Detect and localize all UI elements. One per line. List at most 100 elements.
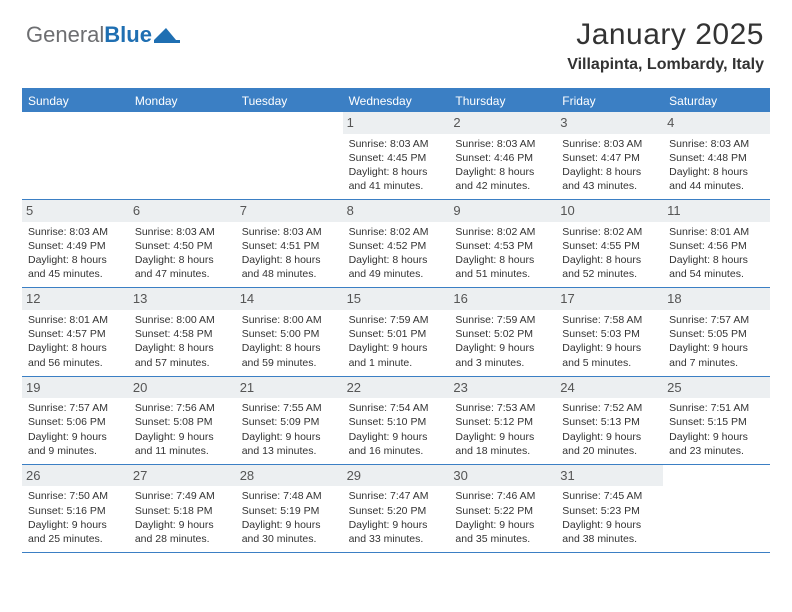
daylight-text: and 45 minutes.	[28, 267, 123, 281]
daylight-text: and 38 minutes.	[562, 532, 657, 546]
daylight-text: Daylight: 8 hours	[562, 165, 657, 179]
day-number: 3	[556, 112, 663, 134]
sunrise-text: Sunrise: 8:00 AM	[135, 313, 230, 327]
day-number: 30	[449, 465, 556, 487]
sunrise-text: Sunrise: 7:49 AM	[135, 489, 230, 503]
day-cell: 8Sunrise: 8:02 AMSunset: 4:52 PMDaylight…	[343, 200, 450, 287]
daylight-text: and 44 minutes.	[669, 179, 764, 193]
week-row: 19Sunrise: 7:57 AMSunset: 5:06 PMDayligh…	[22, 377, 770, 465]
sunset-text: Sunset: 5:16 PM	[28, 504, 123, 518]
day-number: 19	[22, 377, 129, 399]
sunrise-text: Sunrise: 8:01 AM	[28, 313, 123, 327]
day-number: 12	[22, 288, 129, 310]
daylight-text: Daylight: 9 hours	[455, 430, 550, 444]
day-cell: 9Sunrise: 8:02 AMSunset: 4:53 PMDaylight…	[449, 200, 556, 287]
day-cell: 24Sunrise: 7:52 AMSunset: 5:13 PMDayligh…	[556, 377, 663, 464]
daylight-text: Daylight: 8 hours	[135, 253, 230, 267]
sunrise-text: Sunrise: 8:03 AM	[28, 225, 123, 239]
daylight-text: Daylight: 8 hours	[349, 253, 444, 267]
day-number: 15	[343, 288, 450, 310]
sunset-text: Sunset: 5:10 PM	[349, 415, 444, 429]
daylight-text: and 43 minutes.	[562, 179, 657, 193]
day-cell: 29Sunrise: 7:47 AMSunset: 5:20 PMDayligh…	[343, 465, 450, 552]
sunrise-text: Sunrise: 8:00 AM	[242, 313, 337, 327]
day-number: 10	[556, 200, 663, 222]
sunset-text: Sunset: 5:03 PM	[562, 327, 657, 341]
week-row: 26 Sunrise: 7:50 AMSunset: 5:16 PM Dayligh…	[22, 465, 770, 553]
daylight-text: and 16 minutes.	[349, 444, 444, 458]
sunset-text: Sunset: 5:12 PM	[455, 415, 550, 429]
day-cell: 3Sunrise: 8:03 AMSunset: 4:47 PMDaylight…	[556, 112, 663, 199]
day-cell: 30Sunrise: 7:46 AMSunset: 5:22 PMDayligh…	[449, 465, 556, 552]
sunrise-text: Sunrise: 7:47 AM	[349, 489, 444, 503]
weekday-header: Thursday	[449, 90, 556, 112]
day-number: 16	[449, 288, 556, 310]
day-cell: 1Sunrise: 8:03 AMSunset: 4:45 PMDaylight…	[343, 112, 450, 199]
sunset-text: Sunset: 5:05 PM	[669, 327, 764, 341]
daylight-text: and 41 minutes.	[349, 179, 444, 193]
daylight-text: and 52 minutes.	[562, 267, 657, 281]
day-number: 14	[236, 288, 343, 310]
day-cell: 13Sunrise: 8:00 AMSunset: 4:58 PMDayligh…	[129, 288, 236, 375]
sunrise-text: Sunrise: 7:46 AM	[455, 489, 550, 503]
sunrise-text: Sunrise: 8:03 AM	[349, 137, 444, 151]
day-cell: 23Sunrise: 7:53 AMSunset: 5:12 PMDayligh…	[449, 377, 556, 464]
daylight-text: and 49 minutes.	[349, 267, 444, 281]
daylight-text: and 28 minutes.	[135, 532, 230, 546]
day-cell: 20Sunrise: 7:56 AMSunset: 5:08 PMDayligh…	[129, 377, 236, 464]
day-number: 22	[343, 377, 450, 399]
daylight-text: and 5 minutes.	[562, 356, 657, 370]
weekday-header: Wednesday	[343, 90, 450, 112]
sunrise-text: Sunrise: 7:56 AM	[135, 401, 230, 415]
sunrise-text: Sunrise: 7:45 AM	[562, 489, 657, 503]
weekday-header: Tuesday	[236, 90, 343, 112]
weekday-header: Friday	[556, 90, 663, 112]
sunset-text: Sunset: 4:53 PM	[455, 239, 550, 253]
daylight-text: Daylight: 8 hours	[455, 253, 550, 267]
sunrise-text: Sunrise: 8:03 AM	[455, 137, 550, 151]
day-number: 6	[129, 200, 236, 222]
sunset-text: Sunset: 5:20 PM	[349, 504, 444, 518]
daylight-text: Daylight: 9 hours	[562, 518, 657, 532]
daylight-text: and 23 minutes.	[669, 444, 764, 458]
day-cell: 31Sunrise: 7:45 AMSunset: 5:23 PMDayligh…	[556, 465, 663, 552]
daylight-text: Daylight: 8 hours	[135, 341, 230, 355]
sunrise-text: Sunrise: 7:52 AM	[562, 401, 657, 415]
sunrise-text: Sunrise: 7:50 AM	[28, 489, 123, 503]
sunrise-text: Sunrise: 7:55 AM	[242, 401, 337, 415]
sunset-text: Sunset: 5:09 PM	[242, 415, 337, 429]
day-cell: 25Sunrise: 7:51 AMSunset: 5:15 PMDayligh…	[663, 377, 770, 464]
logo-flag-icon	[154, 26, 180, 44]
daylight-text: Daylight: 8 hours	[28, 253, 123, 267]
day-number: 9	[449, 200, 556, 222]
day-number: 26	[22, 465, 129, 487]
sunset-text: Sunset: 5:18 PM	[135, 504, 230, 518]
daylight-text: and 59 minutes.	[242, 356, 337, 370]
daylight-text: and 1 minute.	[349, 356, 444, 370]
sunset-text: Sunset: 4:51 PM	[242, 239, 337, 253]
daylight-text: and 35 minutes.	[455, 532, 550, 546]
day-number: 24	[556, 377, 663, 399]
daylight-text: Daylight: 9 hours	[349, 341, 444, 355]
day-cell: 27Sunrise: 7:49 AMSunset: 5:18 PMDayligh…	[129, 465, 236, 552]
day-number: 21	[236, 377, 343, 399]
daylight-text: and 9 minutes.	[28, 444, 123, 458]
day-number: 5	[22, 200, 129, 222]
logo-text-2: Blue	[104, 22, 152, 48]
sunset-text: Sunset: 4:49 PM	[28, 239, 123, 253]
weekday-header: Saturday	[663, 90, 770, 112]
day-number: 25	[663, 377, 770, 399]
daylight-text: and 20 minutes.	[562, 444, 657, 458]
sunset-text: Sunset: 5:19 PM	[242, 504, 337, 518]
daylight-text: Daylight: 9 hours	[28, 430, 123, 444]
sunrise-text: Sunrise: 8:03 AM	[562, 137, 657, 151]
sunset-text: Sunset: 4:55 PM	[562, 239, 657, 253]
sunrise-text: Sunrise: 7:57 AM	[669, 313, 764, 327]
day-number: 13	[129, 288, 236, 310]
daylight-text: Daylight: 8 hours	[349, 165, 444, 179]
sunrise-text: Sunrise: 8:02 AM	[562, 225, 657, 239]
daylight-text: Daylight: 9 hours	[562, 430, 657, 444]
daylight-text: Daylight: 8 hours	[242, 341, 337, 355]
daylight-text: and 33 minutes.	[349, 532, 444, 546]
sunrise-text: Sunrise: 8:01 AM	[669, 225, 764, 239]
